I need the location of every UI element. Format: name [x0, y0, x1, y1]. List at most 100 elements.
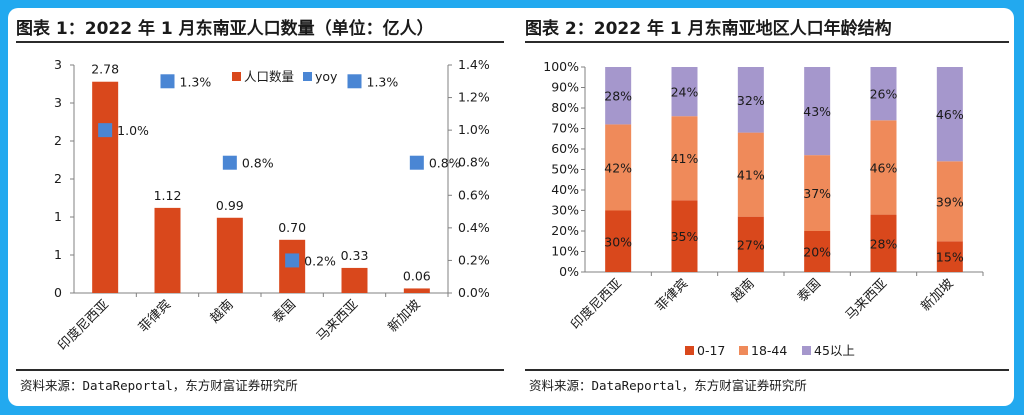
y-tick-label: 3 [54, 57, 62, 72]
y-tick-label: 100% [543, 59, 579, 74]
legend-swatch-0-17 [685, 346, 694, 355]
y-tick-label: 1 [54, 209, 62, 224]
yoy-point [409, 155, 424, 170]
y-tick-label: 90% [551, 80, 579, 95]
yoy-value-label: 1.0% [117, 123, 149, 138]
chart1-source: 资料来源：DataReportal，东方财富证券研究所 [20, 378, 298, 393]
age-segment-45以上 [870, 67, 897, 121]
population-bar [154, 207, 181, 293]
age-segment-label: 41% [737, 168, 765, 183]
age-segment-18-44 [804, 155, 831, 231]
x-category-label: 马来西亚 [314, 297, 361, 344]
y-tick-label: 10% [551, 244, 579, 259]
age-segment-18-44 [737, 132, 764, 217]
population-bar [341, 267, 368, 293]
x-category-label: 新加坡 [918, 276, 957, 315]
y2-tick-label: 0.6% [458, 187, 490, 202]
yoy-point [285, 253, 300, 268]
chart2-source: 资料来源：DataReportal，东方财富证券研究所 [529, 378, 807, 393]
yoy-value-label: 0.8% [429, 156, 461, 171]
y2-tick-label: 1.0% [458, 122, 490, 137]
age-segment-label: 26% [870, 87, 898, 102]
age-segment-label: 39% [936, 194, 964, 209]
age-segment-0-17 [936, 241, 963, 272]
age-segment-45以上 [804, 67, 831, 156]
age-segment-0-17 [804, 231, 831, 272]
yoy-value-label: 1.3% [367, 74, 399, 89]
y-tick-label: 20% [551, 223, 579, 238]
x-category-label: 新加坡 [385, 297, 424, 336]
legend-swatch-yoy [303, 72, 312, 81]
legend-label: 18-44 [751, 343, 787, 358]
legend-swatch-population [232, 72, 241, 81]
x-category-label: 印度尼西亚 [55, 297, 112, 354]
age-segment-18-44 [671, 116, 698, 201]
age-segment-45以上 [671, 67, 698, 117]
yoy-value-label: 0.2% [304, 253, 336, 268]
y-tick-label: 70% [551, 121, 579, 136]
y2-tick-label: 1.4% [458, 57, 490, 72]
legend-label-population: 人口数量 [244, 69, 294, 84]
chart1-svg: 0 1 1 2 2 3 3 0.0% 0.2% 0.4% 0.6% 0.8% 1.0% 1.2% 1.4% 2… [54, 57, 490, 354]
age-segment-45以上 [936, 67, 963, 162]
yoy-value-label: 1.3% [180, 74, 212, 89]
legend-label: 0-17 [697, 343, 725, 358]
age-segment-label: 37% [803, 186, 831, 201]
y2-tick-label: 0.8% [458, 155, 490, 170]
legend-label-yoy: yoy [315, 69, 338, 84]
x-category-label: 泰国 [795, 276, 824, 305]
population-value-label: 0.06 [403, 268, 431, 283]
age-segment-label: 15% [936, 250, 964, 265]
yoy-point [98, 123, 113, 138]
age-segment-label: 46% [870, 160, 898, 175]
age-segment-label: 28% [870, 236, 898, 251]
age-segment-label: 46% [936, 107, 964, 122]
age-segment-45以上 [605, 67, 632, 125]
yoy-point [347, 74, 362, 89]
population-bar [216, 217, 243, 293]
age-segment-label: 20% [803, 245, 831, 260]
y-tick-label: 30% [551, 203, 579, 218]
population-bar [403, 288, 430, 293]
chart1-title: 图表 1：2022 年 1 月东南亚人口数量（单位：亿人） [16, 19, 434, 39]
chart2-top-rule [525, 41, 1009, 43]
age-segment-18-44 [605, 124, 632, 211]
chart1-top-rule [16, 41, 504, 43]
y-tick-label: 0% [559, 264, 579, 279]
age-segment-label: 27% [737, 237, 765, 252]
legend-label: 45以上 [814, 343, 855, 358]
y-tick-label: 80% [551, 100, 579, 115]
chart2-svg: 0% 10% 20% 30% 40% 50% 60% 70% 80% 90% 100% 30% 42% 2… [543, 59, 984, 358]
x-category-label: 越南 [207, 297, 237, 327]
x-category-label: 印度尼西亚 [568, 276, 625, 333]
age-segment-45以上 [737, 67, 764, 133]
chart-panel-population: 图表 1：2022 年 1 月东南亚人口数量（单位：亿人） 0 1 1 2 2 3 3 0.0… [16, 8, 504, 406]
age-segment-18-44 [936, 161, 963, 242]
y2-tick-label: 0.4% [458, 220, 490, 235]
chart-panel-age-structure: 图表 2：2022 年 1 月东南亚地区人口年龄结构 0% 10% 20% 30% 40… [525, 8, 1009, 406]
age-segment-label: 42% [604, 160, 632, 175]
y-tick-label: 3 [54, 95, 62, 110]
population-value-label: 0.70 [278, 220, 306, 235]
y-tick-label: 60% [551, 141, 579, 156]
age-segment-0-17 [605, 210, 632, 272]
age-segment-label: 41% [671, 151, 699, 166]
x-category-label: 泰国 [270, 297, 299, 326]
chart1-bottom-rule [16, 369, 504, 371]
age-segment-label: 32% [737, 93, 765, 108]
y-tick-label: 40% [551, 182, 579, 197]
age-segment-0-17 [737, 216, 764, 272]
age-segment-0-17 [870, 214, 897, 272]
chart2-title: 图表 2：2022 年 1 月东南亚地区人口年龄结构 [525, 19, 892, 39]
age-segment-label: 24% [671, 85, 699, 100]
population-value-label: 0.33 [341, 248, 369, 263]
yoy-value-label: 0.8% [242, 156, 274, 171]
x-category-label: 越南 [728, 276, 758, 306]
x-category-label: 马来西亚 [843, 276, 890, 323]
chart2-bottom-rule [525, 369, 1009, 371]
y2-tick-label: 0.2% [458, 252, 490, 267]
x-category-label: 菲律宾 [135, 297, 174, 336]
y2-tick-label: 1.2% [458, 90, 490, 105]
y-tick-label: 2 [54, 133, 62, 148]
age-segment-label: 43% [803, 104, 831, 119]
